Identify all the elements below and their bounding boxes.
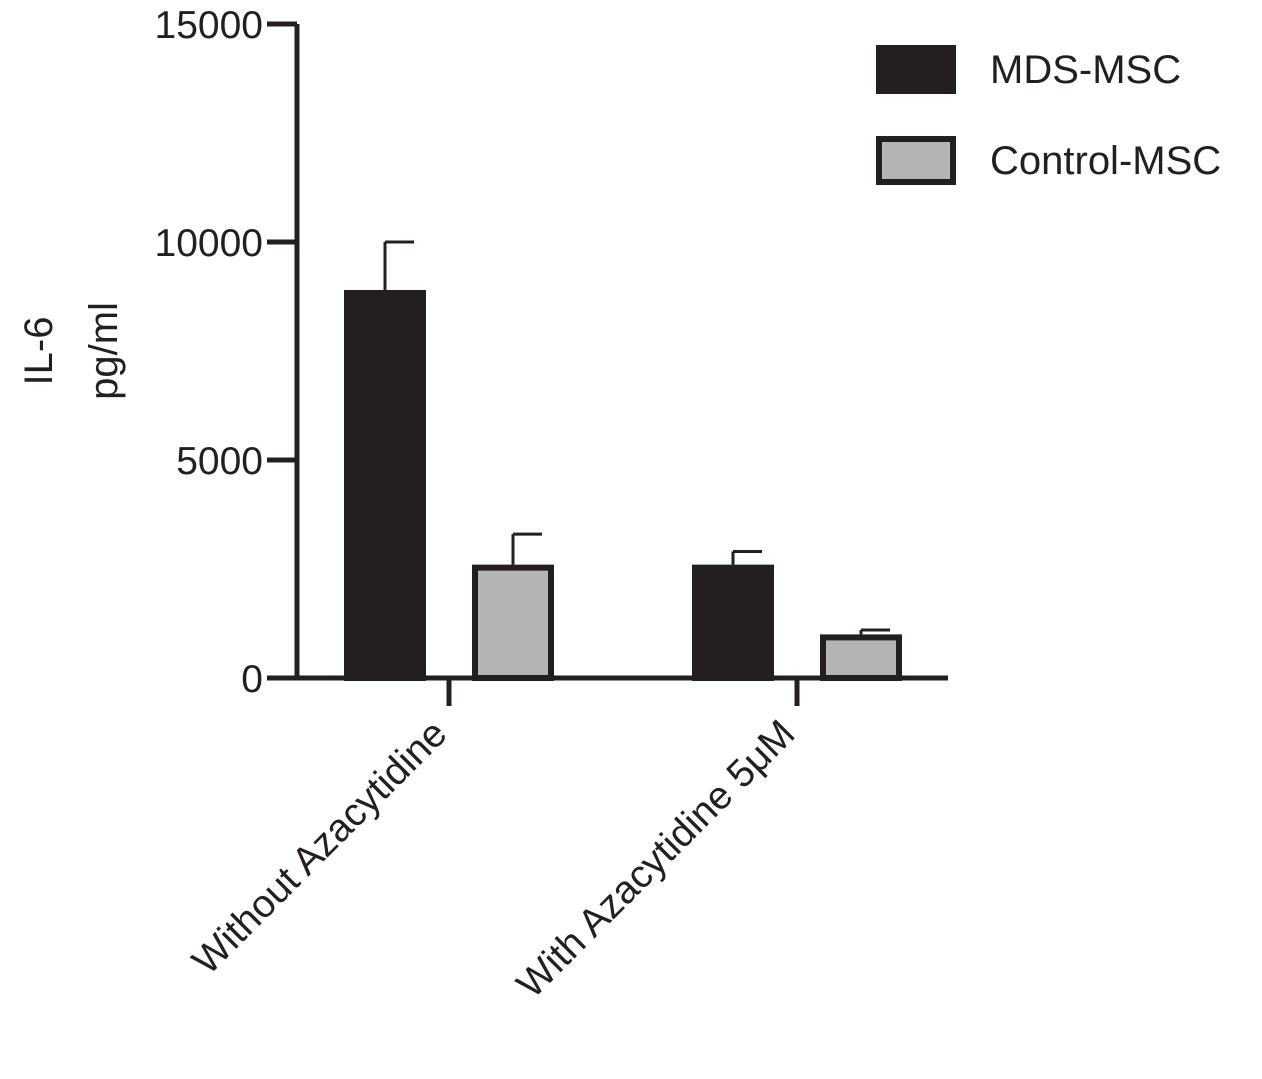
y-axis-title: IL-6 — [17, 317, 61, 386]
y-tick-label: 15000 — [155, 4, 263, 47]
legend-label: Control-MSC — [990, 139, 1221, 183]
y-tick-label: 10000 — [155, 222, 263, 265]
legend-swatch — [876, 45, 956, 94]
bar — [472, 564, 554, 682]
x-category-label: Without Azacytidine — [184, 712, 455, 983]
legend-label: MDS-MSC — [990, 48, 1181, 92]
x-category-label: With Azacytidine 5μM — [509, 712, 804, 1007]
bar — [820, 634, 902, 682]
legend-swatch — [876, 136, 956, 185]
y-tick-label: 5000 — [176, 440, 263, 483]
y-axis-subtitle: pg/ml — [82, 302, 126, 400]
y-tick-label: 0 — [241, 658, 263, 701]
bar — [344, 289, 426, 681]
bar — [692, 564, 774, 682]
